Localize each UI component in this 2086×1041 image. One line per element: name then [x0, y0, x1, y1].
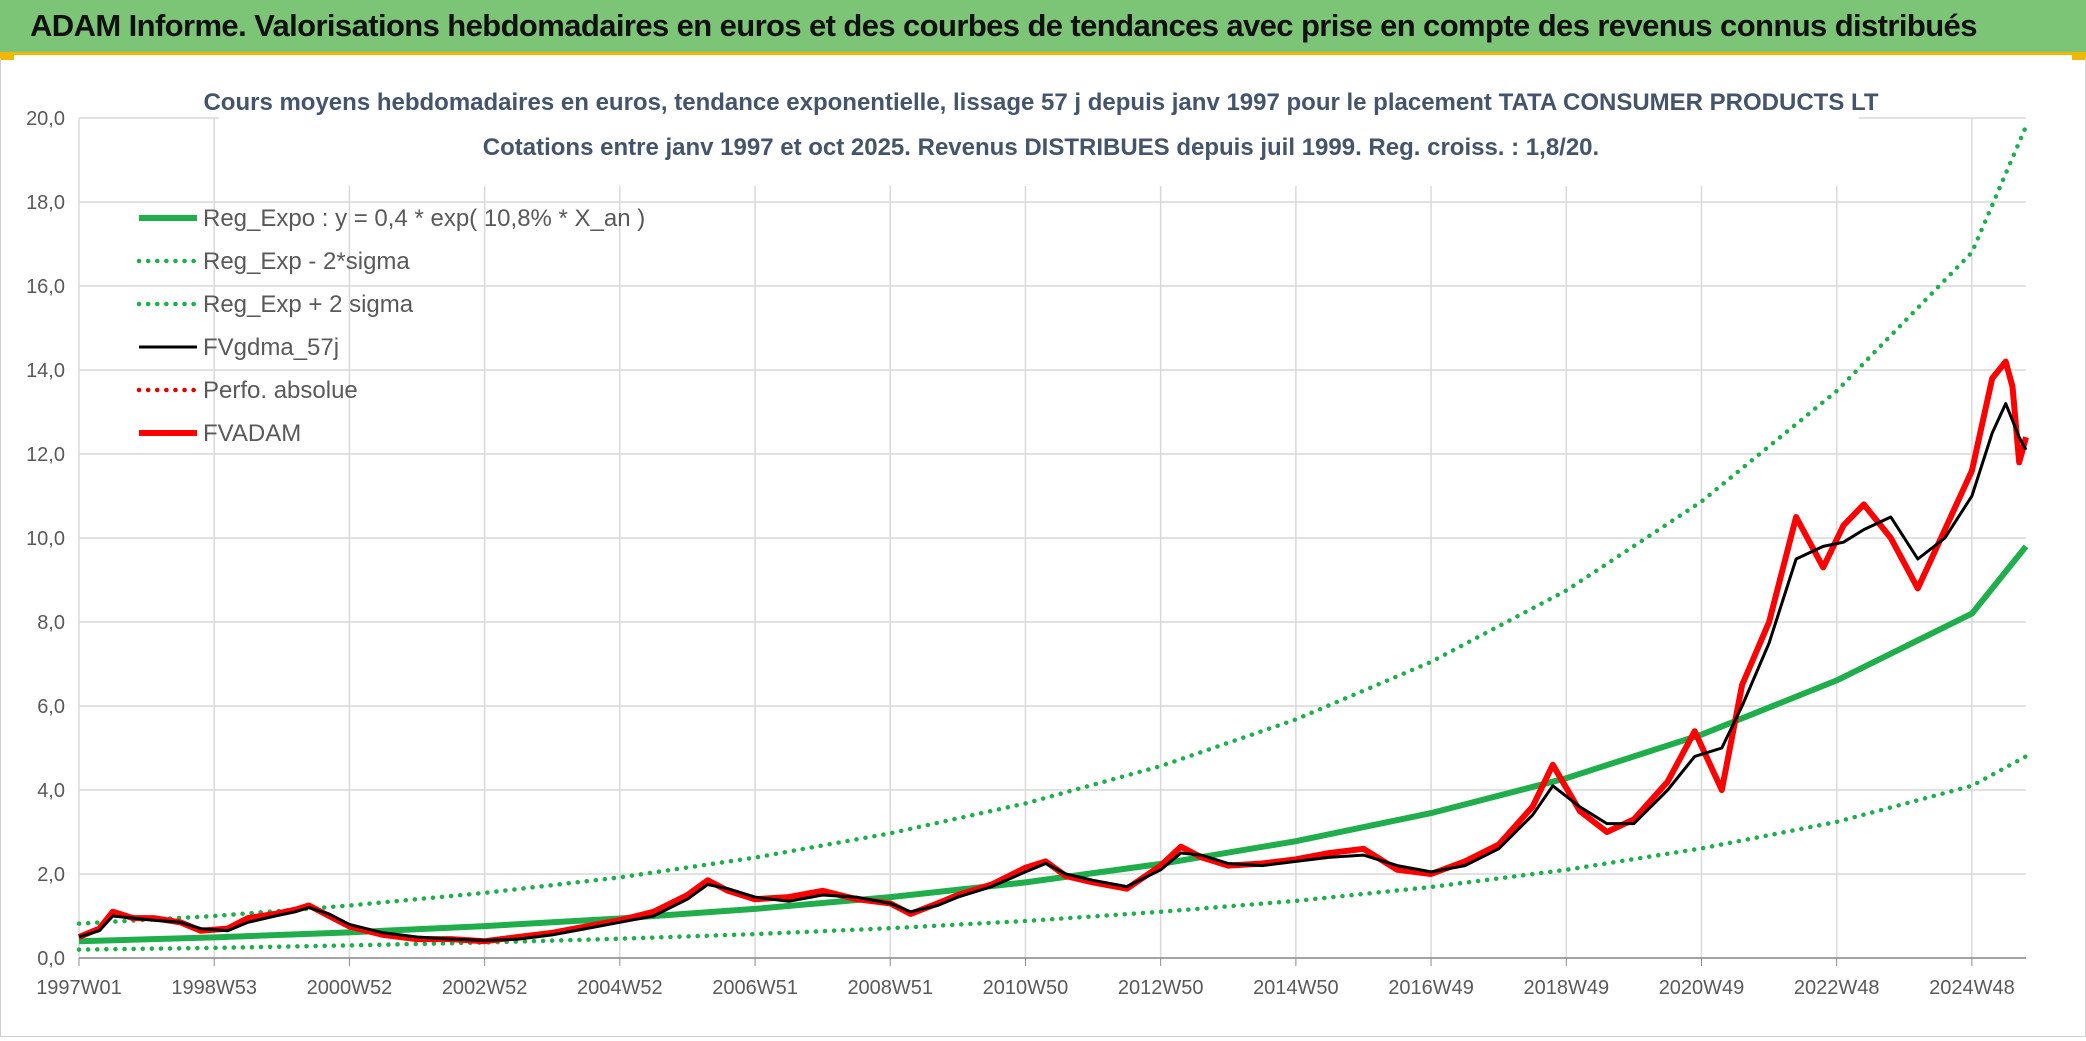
legend-entry: Reg_Exp + 2 sigma — [203, 291, 414, 318]
chart-grid — [78, 117, 2026, 959]
y-tick-label: 4,0 — [37, 780, 65, 802]
x-tick-label: 2020W49 — [1659, 977, 1745, 999]
chart-title: Cours moyens hebdomadaires en euros, ten… — [203, 89, 1878, 116]
x-tick-label: 2008W51 — [847, 977, 933, 999]
chart-legend: Reg_Expo : y = 0,4 * exp( 10,8% * X_an )… — [136, 205, 645, 447]
x-tick-label: 2014W50 — [1253, 977, 1339, 999]
y-tick-label: 2,0 — [37, 864, 65, 886]
x-tick-label: 2022W48 — [1794, 977, 1880, 999]
series-line-5 — [77, 358, 2029, 945]
series-line-3 — [78, 402, 2028, 942]
chart-series — [76, 124, 2029, 952]
y-tick-label: 0,0 — [37, 948, 65, 970]
series-line-0 — [78, 544, 2029, 945]
x-tick-label: 2006W51 — [712, 977, 798, 999]
x-tick-label: 2016W49 — [1388, 977, 1474, 999]
chart-axes: 0,0 2,0 4,0 6,0 8,0 10,0 12,0 14,0 16,0 18,0 20,0 1… — [26, 108, 2026, 999]
legend-entry: Reg_Exp - 2*sigma — [203, 248, 410, 275]
chart-titles: Cours moyens hebdomadaires en euros, ten… — [203, 78, 1879, 186]
y-tick-label: 12,0 — [26, 444, 65, 466]
y-tick-label: 8,0 — [37, 612, 65, 634]
corner-accent-right — [2072, 52, 2086, 60]
legend-entry: FVADAM — [203, 420, 301, 447]
legend-entry: FVgdma_57j — [203, 334, 339, 361]
line-chart: 0,0 2,0 4,0 6,0 8,0 10,0 12,0 14,0 16,0 18,0 20,0 1… — [26, 78, 2029, 999]
y-tick-label: 10,0 — [26, 528, 65, 550]
x-tick-label: 2000W52 — [307, 977, 393, 999]
x-tick-label: 2012W50 — [1118, 977, 1204, 999]
report-banner: ADAM Informe. Valorisations hebdomadaire… — [0, 0, 2086, 55]
y-tick-label: 20,0 — [26, 108, 65, 130]
x-tick-label: 2002W52 — [442, 977, 528, 999]
y-tick-label: 16,0 — [26, 276, 65, 298]
x-tick-label: 2010W50 — [983, 977, 1069, 999]
x-tick-label: 1998W53 — [171, 977, 257, 999]
legend-entry: Reg_Expo : y = 0,4 * exp( 10,8% * X_an ) — [203, 205, 645, 232]
series-line-2 — [76, 124, 2029, 926]
report-title: ADAM Informe. Valorisations hebdomadaire… — [30, 8, 1977, 43]
y-tick-label: 6,0 — [37, 696, 65, 718]
x-tick-label: 2024W48 — [1929, 977, 2015, 999]
y-tick-label: 14,0 — [26, 360, 65, 382]
title-background — [219, 78, 1859, 186]
legend-entry: Perfo. absolue — [203, 377, 358, 404]
chart-frame: 0,0 2,0 4,0 6,0 8,0 10,0 12,0 14,0 16,0 18,0 20,0 1… — [0, 58, 2086, 1037]
x-tick-label: 1997W01 — [36, 977, 122, 999]
series-line-1 — [76, 754, 2029, 952]
x-tick-label: 2018W49 — [1523, 977, 1609, 999]
chart-subtitle: Cotations entre janv 1997 et oct 2025. R… — [483, 134, 1599, 161]
x-tick-label: 2004W52 — [577, 977, 663, 999]
corner-accent-left — [0, 52, 14, 60]
y-tick-label: 18,0 — [26, 192, 65, 214]
